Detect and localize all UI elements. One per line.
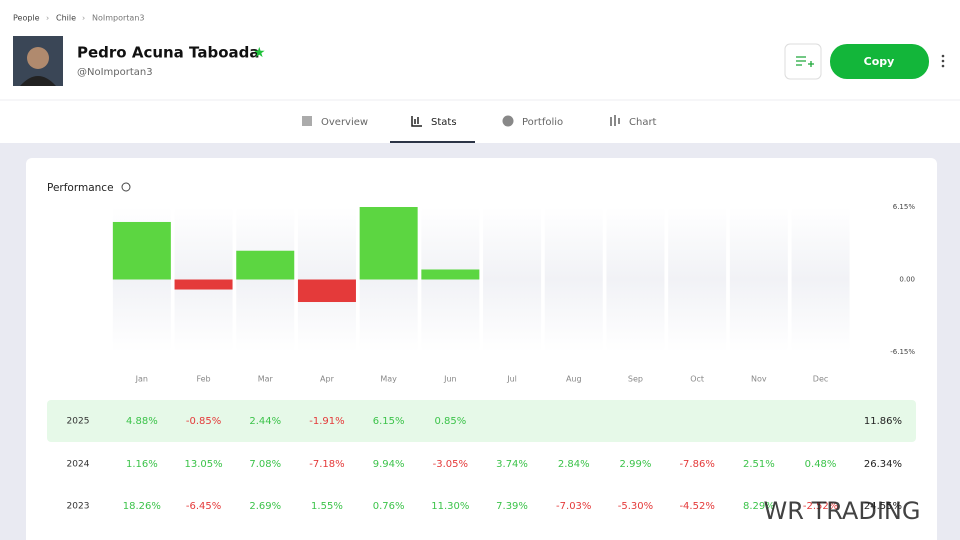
star-icon: ★ <box>253 45 266 61</box>
value-cell: 9.94% <box>373 459 405 470</box>
bar <box>359 207 418 280</box>
x-tick-label: Oct <box>690 375 704 384</box>
stats-icon <box>411 116 422 127</box>
highlight-row <box>47 400 916 442</box>
value-cell: 7.39% <box>496 501 528 512</box>
chart-icon <box>610 115 620 126</box>
x-tick-label: Jan <box>135 375 148 384</box>
x-tick-label: Apr <box>320 375 335 384</box>
value-cell: 2.84% <box>558 459 590 470</box>
x-tick-label: May <box>380 375 397 384</box>
value-cell: -7.03% <box>556 501 591 512</box>
portfolio-icon <box>502 115 514 127</box>
x-tick-label: Feb <box>196 375 210 384</box>
value-cell: 2.44% <box>249 416 281 427</box>
copy-label: Copy <box>864 55 895 68</box>
info-icon[interactable] <box>121 182 131 192</box>
bar <box>174 279 233 290</box>
bar <box>421 269 480 280</box>
value-cell: -7.86% <box>679 459 714 470</box>
bar <box>297 279 356 303</box>
value-cell: -4.52% <box>679 501 714 512</box>
column-background <box>668 207 727 352</box>
x-tick-label: Jun <box>443 375 457 384</box>
watchlist-icon <box>796 56 814 67</box>
value-cell: 18.26% <box>123 501 161 512</box>
year-cell: 2025 <box>67 417 90 427</box>
value-cell: -7.18% <box>309 459 344 470</box>
total-cell: 11.86% <box>864 416 902 427</box>
x-tick-label: Aug <box>566 375 582 384</box>
x-tick-label: Jul <box>506 375 517 384</box>
bar <box>112 221 171 280</box>
column-background <box>729 207 788 352</box>
avatar-face <box>27 47 49 69</box>
table: 2025 4.88% -0.85% 2.44% -1.91% 6.15% 0.85% 11.8… <box>47 400 916 512</box>
total-cell: 26.34% <box>864 459 902 470</box>
value-cell: -0.85% <box>186 416 221 427</box>
value-cell: 4.88% <box>126 416 158 427</box>
chart: Jan Feb Mar Apr May Jun Jul Aug Sep Oct Nov Dec 6.15… <box>112 203 916 384</box>
column-background <box>483 207 542 352</box>
value-cell: 0.76% <box>373 501 405 512</box>
year-cell: 2023 <box>67 502 90 512</box>
value-cell: 0.48% <box>805 459 837 470</box>
value-cell: 7.08% <box>249 459 281 470</box>
breadcrumb: People › Chile › NoImportan3 <box>13 14 145 23</box>
value-cell: 11.30% <box>431 501 469 512</box>
value-cell: 0.85% <box>434 416 466 427</box>
separator: › <box>82 14 85 23</box>
active-tab-underline <box>390 141 475 143</box>
profile-handle: @NoImportan3 <box>77 67 153 78</box>
value-cell: 3.74% <box>496 459 528 470</box>
tab[interactable]: Overview <box>321 117 368 128</box>
value-cell: -5.30% <box>618 501 653 512</box>
x-tick-label: Nov <box>751 375 767 384</box>
bar <box>236 250 295 280</box>
value-cell: -1.91% <box>309 416 344 427</box>
tab[interactable]: Chart <box>629 117 657 128</box>
year-cell: 2024 <box>67 460 90 470</box>
copy-button[interactable] <box>830 44 929 79</box>
value-cell: 1.55% <box>311 501 343 512</box>
column-background <box>544 207 603 352</box>
x-tick-label: Sep <box>628 375 643 384</box>
crumb[interactable]: Chile <box>56 14 76 23</box>
x-tick-label: Dec <box>813 375 828 384</box>
value-cell: -6.45% <box>186 501 221 512</box>
column-background <box>606 207 665 352</box>
crumb[interactable]: People <box>13 14 40 23</box>
value-cell: 2.51% <box>743 459 775 470</box>
x-tick-label: Mar <box>258 375 274 384</box>
profile-name: Pedro Acuna Taboada <box>77 44 259 62</box>
crumb: NoImportan3 <box>92 14 145 23</box>
y-tick-label: 0.00 <box>899 276 915 284</box>
tab[interactable]: Stats <box>431 117 457 128</box>
y-tick-label: 6.15% <box>893 203 916 211</box>
separator: › <box>46 14 49 23</box>
value-cell: 8.29% <box>743 501 775 512</box>
value-cell: -2.52% <box>803 501 838 512</box>
value-cell: 1.16% <box>126 459 158 470</box>
more-menu[interactable] <box>941 54 945 68</box>
watermark: WR TRADING <box>764 497 921 525</box>
value-cell: 2.99% <box>620 459 652 470</box>
tab[interactable]: Portfolio <box>522 117 563 128</box>
value-cell: -3.05% <box>433 459 468 470</box>
value-cell: 2.69% <box>249 501 281 512</box>
value-cell: 6.15% <box>373 416 405 427</box>
overview-icon <box>302 116 312 126</box>
column-background <box>791 207 850 352</box>
section-title: Performance <box>47 182 114 194</box>
total-cell: 24.55% <box>864 501 902 512</box>
value-cell: 13.05% <box>184 459 222 470</box>
avatar-body <box>20 76 56 86</box>
y-tick-label: -6.15% <box>890 348 915 356</box>
